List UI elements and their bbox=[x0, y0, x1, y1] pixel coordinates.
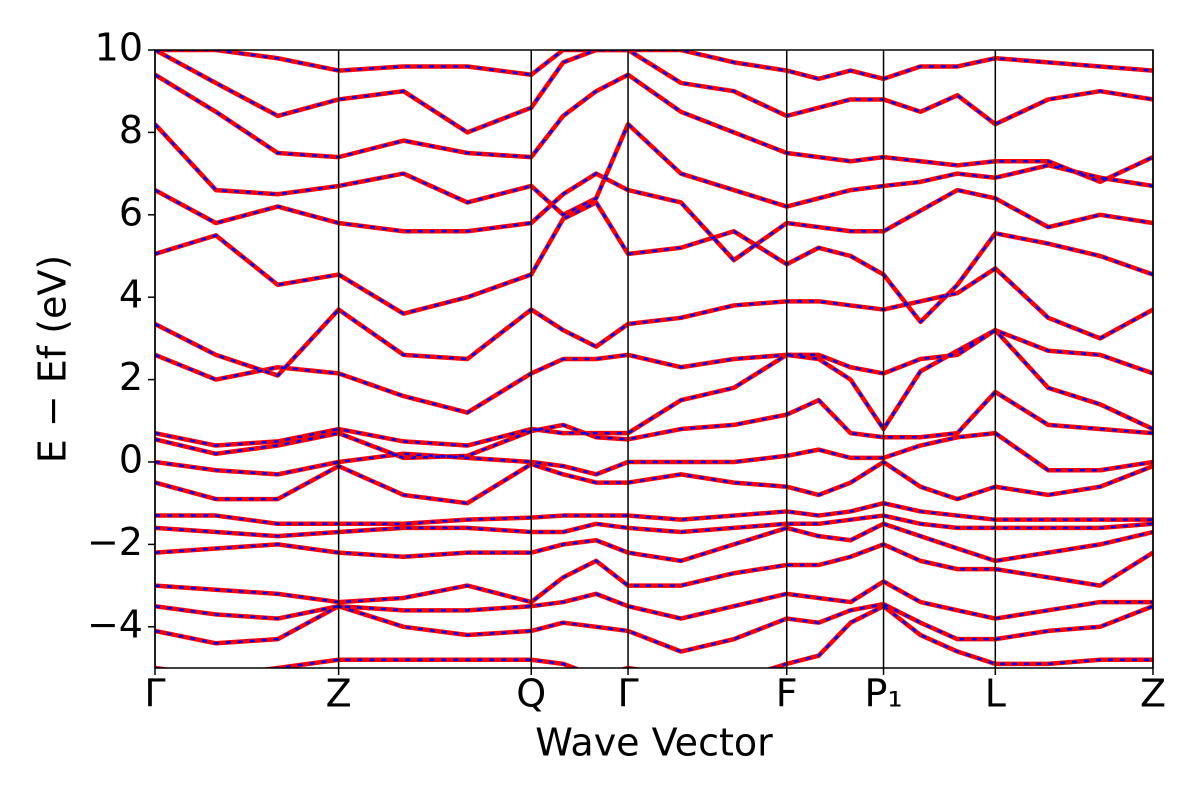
x-tick-label: Z bbox=[326, 672, 352, 716]
x-tick-label: Z bbox=[1140, 672, 1166, 716]
y-tick-label: 6 bbox=[119, 190, 143, 234]
y-tick-label: 10 bbox=[95, 26, 143, 70]
x-tick-label: Γ bbox=[144, 672, 165, 716]
band-line bbox=[155, 431, 1153, 476]
band-line bbox=[155, 543, 1153, 604]
band-line bbox=[155, 73, 1153, 184]
band-line bbox=[155, 580, 1153, 620]
y-axis-label: E − Ef (eV) bbox=[31, 255, 75, 464]
band-line bbox=[155, 389, 1153, 461]
band-line bbox=[155, 50, 1153, 135]
y-tick-label: 2 bbox=[119, 355, 143, 399]
band-line bbox=[155, 390, 1153, 460]
y-tick-label: 0 bbox=[119, 438, 143, 482]
x-tick-label: Q bbox=[516, 672, 546, 716]
x-axis-label: Wave Vector bbox=[535, 721, 773, 765]
band-line bbox=[155, 514, 1153, 538]
x-tick-label: Γ bbox=[617, 672, 638, 716]
band-line bbox=[155, 171, 1153, 263]
band-line bbox=[155, 602, 1153, 653]
y-tick-label: 8 bbox=[119, 108, 143, 152]
y-tick-label: −4 bbox=[87, 602, 143, 646]
band-layer bbox=[155, 50, 1153, 668]
band-line bbox=[155, 327, 1153, 415]
x-tick-label: P₁ bbox=[864, 672, 902, 716]
x-tick-label: L bbox=[985, 672, 1006, 716]
band-line bbox=[155, 200, 1153, 325]
band-line bbox=[155, 72, 1153, 185]
y-tick-label: −2 bbox=[87, 520, 143, 564]
axes: Γ Z Q Γ F P₁ L Z −4 −2 0 2 4 6 8 10 bbox=[87, 26, 1166, 716]
band-line bbox=[155, 328, 1153, 414]
band-line bbox=[155, 542, 1153, 605]
band-line bbox=[155, 328, 1153, 447]
band-line bbox=[155, 501, 1153, 526]
band-line bbox=[155, 172, 1153, 262]
band-line bbox=[155, 201, 1153, 324]
band-line bbox=[155, 460, 1153, 505]
band-line bbox=[155, 522, 1153, 563]
band-line bbox=[155, 266, 1153, 378]
plot-frame bbox=[154, 49, 1154, 669]
x-tick-label: F bbox=[776, 672, 798, 716]
band-line bbox=[155, 604, 1153, 668]
y-tick-label: 4 bbox=[119, 273, 143, 317]
band-line bbox=[155, 50, 1153, 81]
band-line bbox=[155, 122, 1153, 217]
